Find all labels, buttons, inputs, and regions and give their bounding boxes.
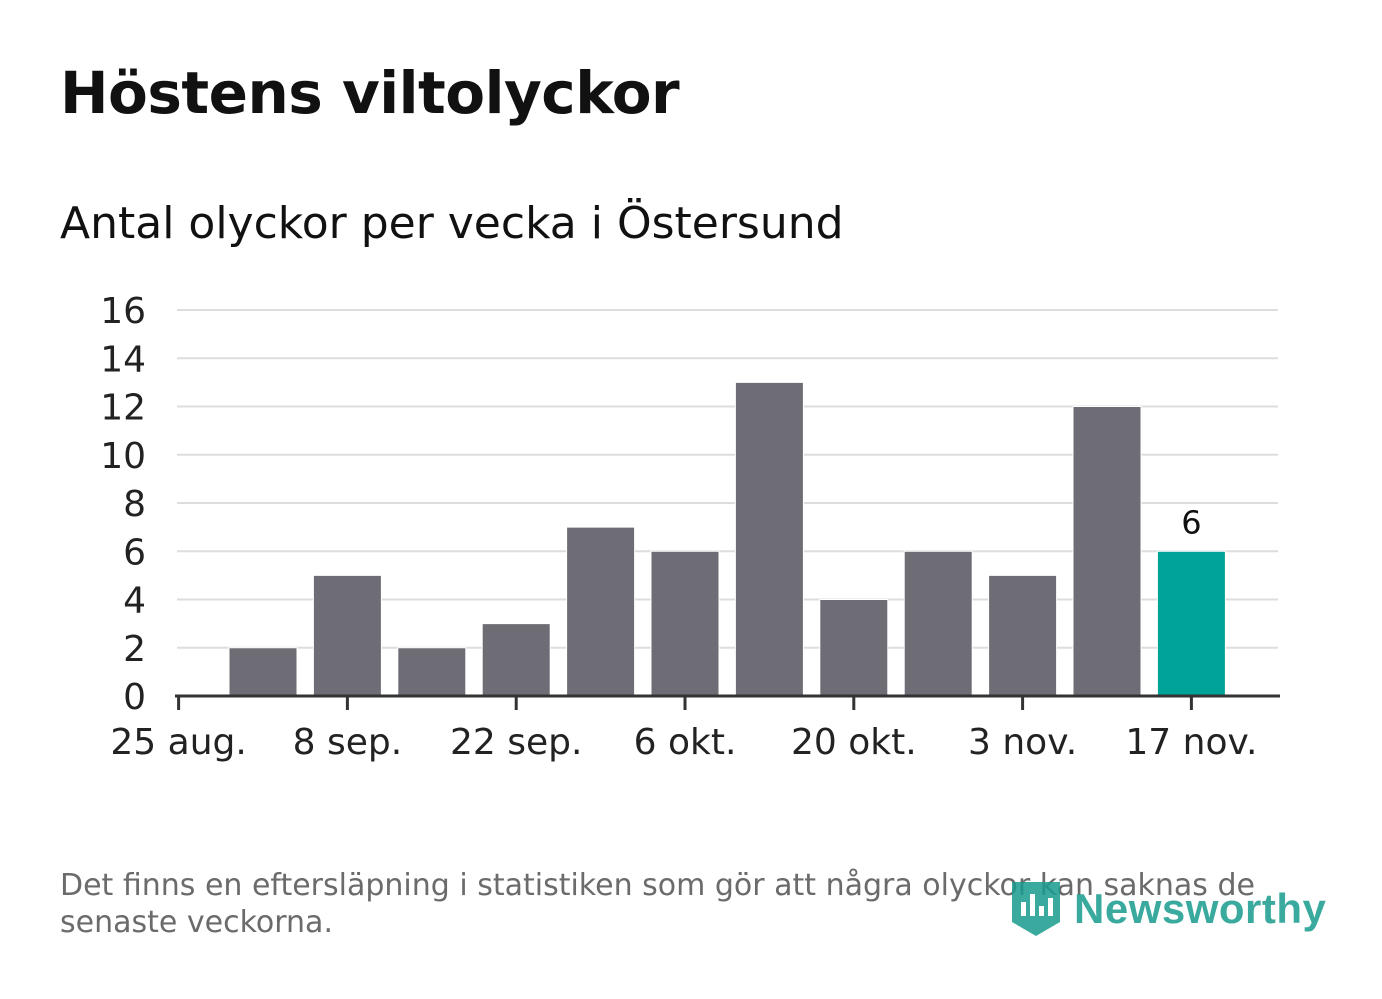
y-tick-label: 14	[100, 339, 146, 380]
bar-v38	[397, 647, 467, 697]
data-labels: 6	[1178, 500, 1204, 544]
bar-v45	[988, 574, 1058, 697]
bar-v47	[1156, 550, 1226, 697]
y-tick-label: 12	[100, 388, 146, 429]
x-axis: 25 aug. 8 sep. 22 sep. 6 okt. 20 okt. 3 nov. 1…	[110, 694, 1280, 763]
y-tick-label: 10	[100, 436, 146, 477]
y-tick-label: 4	[123, 581, 146, 622]
x-tick-label: 6 okt.	[634, 722, 737, 763]
chart-subtitle: Antal olyckor per vecka i Östersund	[60, 198, 844, 249]
y-tick-label: 6	[123, 532, 146, 573]
y-tick-label: 0	[123, 677, 146, 718]
bar-v37	[312, 574, 382, 697]
bar-v36	[228, 647, 298, 697]
x-tick-label: 22 sep.	[450, 722, 582, 763]
newsworthy-logo-text: Newsworthy	[1074, 885, 1327, 932]
newsworthy-logo-icon	[1012, 882, 1060, 936]
y-tick-label: 2	[123, 629, 146, 670]
x-tick-label: 25 aug.	[110, 722, 246, 763]
y-tick-label: 16	[100, 291, 146, 332]
bar-v46	[1072, 406, 1142, 697]
y-axis-ticks: 0 2 4 6 8 10 12 14 16	[100, 291, 146, 718]
bar-v42	[734, 381, 804, 697]
bars	[228, 381, 1226, 697]
bar-v40	[566, 526, 636, 697]
bar-v43	[819, 599, 889, 697]
bar-v39	[481, 623, 551, 697]
bar-v44	[903, 550, 973, 697]
chart-title: Höstens viltolyckor	[60, 59, 680, 127]
x-tick-label: 17 nov.	[1125, 722, 1257, 763]
newsworthy-logo: Newsworthy	[1010, 878, 1326, 940]
x-tick-label: 20 okt.	[791, 722, 917, 763]
x-tick-label: 3 nov.	[968, 722, 1077, 763]
y-tick-label: 8	[123, 484, 146, 525]
bar-v41	[650, 550, 720, 697]
data-label: 6	[1181, 503, 1201, 541]
x-tick-label: 8 sep.	[293, 722, 403, 763]
